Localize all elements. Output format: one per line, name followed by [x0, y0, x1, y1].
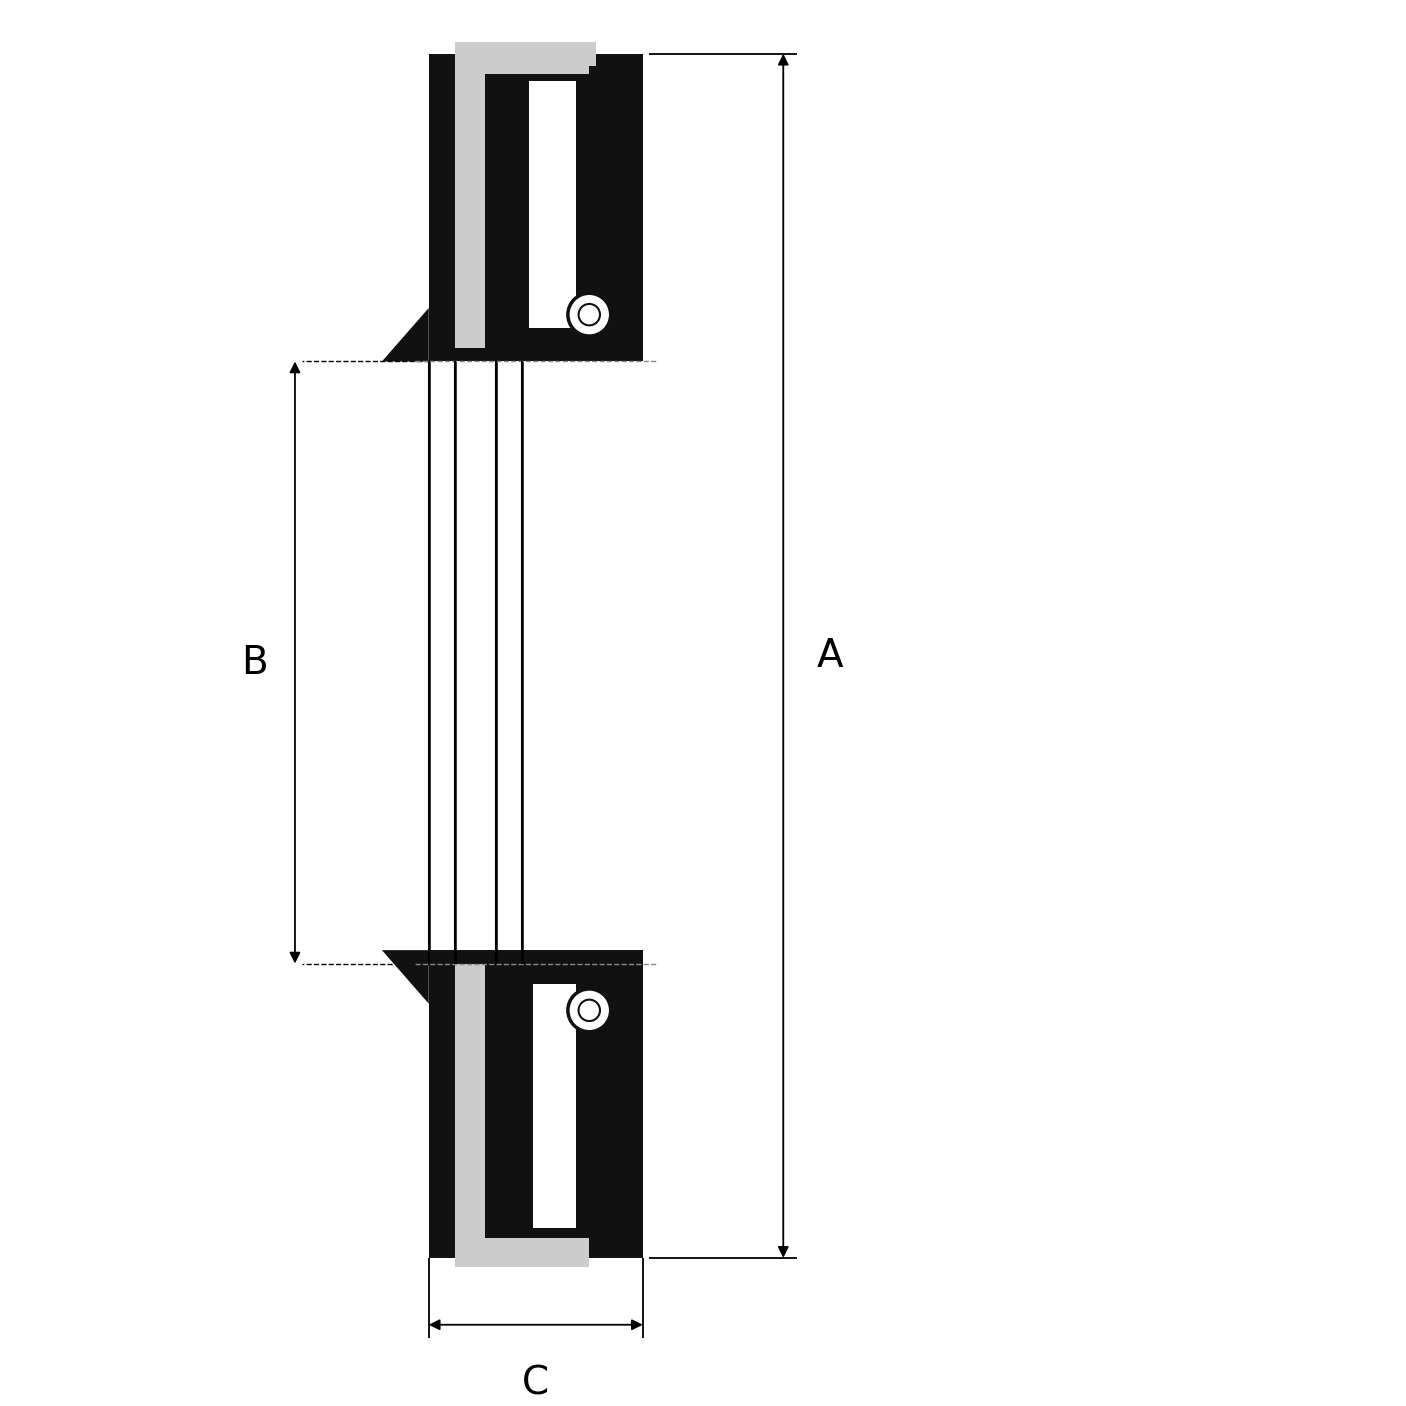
Polygon shape	[456, 45, 589, 75]
Polygon shape	[533, 984, 576, 1229]
Polygon shape	[429, 950, 643, 1258]
Polygon shape	[429, 950, 589, 1267]
Polygon shape	[456, 42, 479, 349]
Polygon shape	[456, 963, 485, 1267]
Polygon shape	[429, 45, 589, 361]
Polygon shape	[429, 53, 523, 1258]
Circle shape	[579, 304, 600, 325]
Polygon shape	[456, 45, 485, 349]
Polygon shape	[529, 80, 576, 328]
Polygon shape	[523, 950, 643, 1258]
Text: B: B	[242, 644, 269, 682]
Circle shape	[568, 294, 610, 336]
Polygon shape	[429, 53, 643, 361]
Polygon shape	[456, 42, 596, 66]
Polygon shape	[382, 950, 429, 1004]
Polygon shape	[576, 328, 643, 361]
Polygon shape	[523, 75, 576, 328]
Text: A: A	[817, 637, 844, 675]
Polygon shape	[382, 308, 429, 361]
Polygon shape	[533, 83, 576, 328]
Polygon shape	[456, 1237, 589, 1267]
Circle shape	[568, 988, 610, 1032]
Circle shape	[579, 1000, 600, 1021]
Polygon shape	[576, 950, 643, 984]
Text: C: C	[522, 1365, 550, 1403]
Polygon shape	[523, 53, 643, 361]
